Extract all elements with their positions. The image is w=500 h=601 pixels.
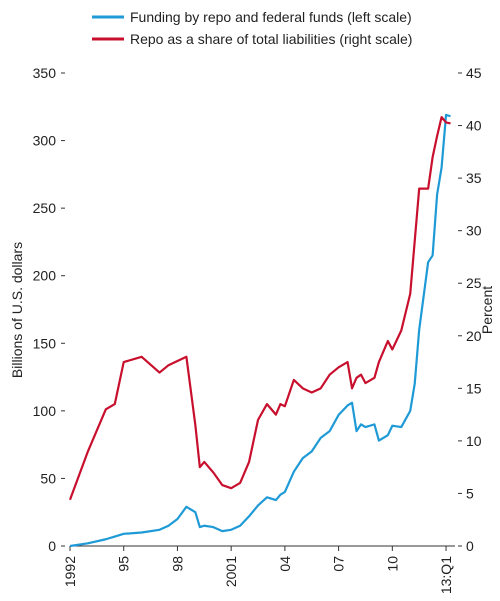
y-axis-label: Billions of U.S. dollars (9, 242, 25, 378)
x-tick-label: 1992 (62, 556, 78, 587)
x-tick-label: 98 (169, 556, 185, 572)
x-tick-label: 04 (277, 556, 293, 572)
y-tick-label: 300 (33, 133, 57, 149)
x-tick-label: 95 (116, 556, 132, 572)
legend-label: Repo as a share of total liabilities (ri… (130, 31, 412, 47)
x-tick-label: 10 (384, 556, 400, 572)
y-tick-label: 50 (40, 470, 56, 486)
x-tick-label: 07 (331, 556, 347, 572)
y-tick-label: 0 (48, 538, 56, 554)
y2-tick-label: 25 (466, 275, 482, 291)
y2-tick-label: 45 (466, 65, 482, 81)
x-tick-label: 13:Q1 (438, 556, 454, 594)
y2-tick-label: 15 (466, 380, 482, 396)
y-tick-label: 150 (33, 335, 57, 351)
y2-tick-label: 40 (466, 118, 482, 134)
y2-tick-label: 0 (466, 538, 474, 554)
y-tick-label: 350 (33, 65, 57, 81)
series-line (69, 113, 451, 548)
legend-label: Funding by repo and federal funds (left … (130, 9, 412, 25)
y2-tick-label: 30 (466, 223, 482, 239)
y2-tick-label: 35 (466, 170, 482, 186)
x-tick-label: 2001 (223, 556, 239, 587)
series-line (68, 116, 451, 501)
y2-tick-label: 10 (466, 433, 482, 449)
y-tick-label: 250 (33, 200, 57, 216)
y-tick-label: 200 (33, 268, 57, 284)
y2-tick-label: 20 (466, 328, 482, 344)
y2-axis-label: Percent (479, 286, 495, 334)
y2-tick-label: 5 (466, 485, 474, 501)
y-tick-label: 100 (33, 403, 57, 419)
